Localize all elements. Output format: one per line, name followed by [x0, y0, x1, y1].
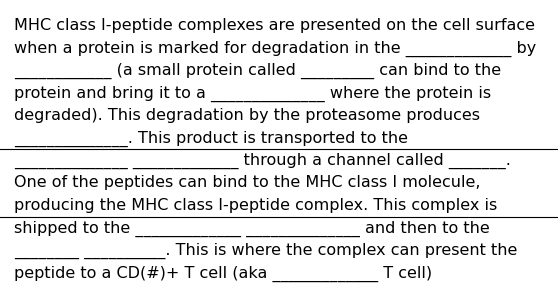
- Text: MHC class I-peptide complexes are presented on the cell surface: MHC class I-peptide complexes are presen…: [14, 18, 535, 33]
- Text: ______________ _____________ through a channel called _______.: ______________ _____________ through a c…: [14, 153, 511, 169]
- Text: producing the MHC class I-peptide complex. This complex is: producing the MHC class I-peptide comple…: [14, 198, 497, 213]
- Text: ____________ (a small protein called _________ can bind to the: ____________ (a small protein called ___…: [14, 63, 501, 79]
- Text: peptide to a CD(#)+ T cell (aka _____________ T cell): peptide to a CD(#)+ T cell (aka ________…: [14, 265, 432, 282]
- Text: ________ __________. This is where the complex can present the: ________ __________. This is where the c…: [14, 243, 517, 259]
- Text: degraded). This degradation by the proteasome produces: degraded). This degradation by the prote…: [14, 108, 480, 123]
- Text: protein and bring it to a ______________ where the protein is: protein and bring it to a ______________…: [14, 86, 491, 102]
- Text: when a protein is marked for degradation in the _____________ by: when a protein is marked for degradation…: [14, 40, 536, 57]
- Text: ______________. This product is transported to the: ______________. This product is transpor…: [14, 130, 408, 147]
- Text: shipped to the _____________ ______________ and then to the: shipped to the _____________ ___________…: [14, 221, 490, 237]
- Text: One of the peptides can bind to the MHC class I molecule,: One of the peptides can bind to the MHC …: [14, 176, 480, 190]
